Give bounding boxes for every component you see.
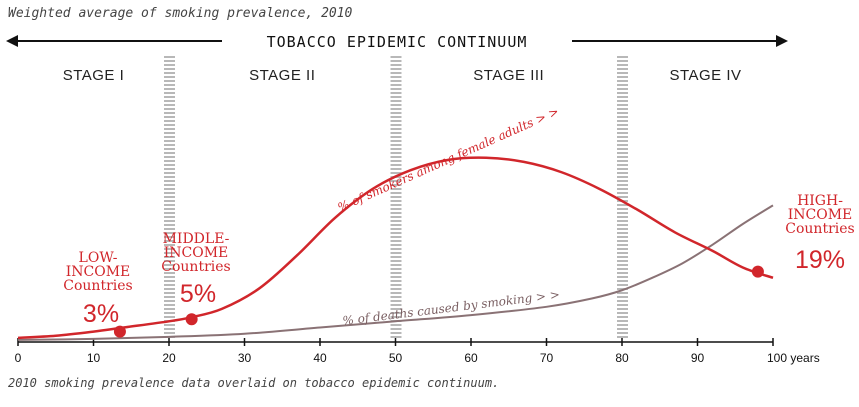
x-tick-label: 70 (540, 351, 554, 365)
stage-divider (617, 56, 628, 340)
income-group-name: INCOME (164, 245, 229, 261)
income-group-value: 19% (795, 246, 845, 274)
x-tick-label: 90 (691, 351, 705, 365)
stage-divider (390, 56, 402, 340)
income-group-name: INCOME (66, 264, 131, 280)
income-group-name: Countries (63, 278, 132, 294)
income-group-name: HIGH- (797, 193, 843, 209)
x-tick-label: 100 years (767, 351, 820, 365)
continuum-arrow: TOBACCO EPIDEMIC CONTINUUM (6, 33, 788, 51)
stage-label: STAGE II (249, 67, 315, 84)
stage-label: STAGE III (473, 67, 544, 84)
income-group-marker (113, 325, 126, 338)
x-axis: 0 10 20 30 40 50 60 70 80 90 100 years (15, 338, 820, 365)
deaths-curve (17, 204, 774, 341)
stage-label: STAGE IV (669, 67, 741, 84)
income-group-value: 3% (83, 300, 119, 328)
stage-label: STAGE I (63, 67, 125, 84)
x-tick-label: 10 (87, 351, 101, 365)
female-smokers-curve (17, 156, 774, 340)
stage-dividers (164, 56, 628, 340)
x-tick-label: 40 (313, 351, 327, 365)
income-group-name: LOW- (79, 250, 118, 266)
x-tick-label: 0 (15, 351, 22, 365)
income-group-marker (185, 313, 198, 326)
curve-labels: % of smokers among female adults > > % o… (336, 104, 561, 328)
chart-subtitle: Weighted average of smoking prevalence, … (8, 6, 353, 21)
income-groups: LOW-INCOMECountries3%MIDDLE-INCOMECountr… (63, 193, 855, 338)
stage-divider (164, 56, 175, 340)
curves (17, 156, 774, 341)
income-group-marker (751, 265, 764, 278)
stage-labels: STAGE I STAGE II STAGE III STAGE IV (63, 67, 741, 84)
income-group-name: Countries (785, 221, 854, 237)
income-group-value: 5% (180, 280, 216, 308)
chart-caption: 2010 smoking prevalence data overlaid on… (8, 376, 499, 390)
continuum-label: TOBACCO EPIDEMIC CONTINUUM (267, 33, 528, 51)
x-tick-label: 30 (238, 351, 252, 365)
deaths-curve-label: % of deaths caused by smoking > > (342, 287, 561, 328)
income-group-name: INCOME (788, 207, 853, 223)
income-group-name: Countries (161, 259, 230, 275)
x-tick-label: 80 (615, 351, 629, 365)
x-tick-label: 60 (464, 351, 478, 365)
female-curve-label: % of smokers among female adults > > (336, 104, 561, 215)
income-group-name: MIDDLE- (163, 231, 230, 247)
x-tick-label: 20 (162, 351, 176, 365)
x-tick-label: 50 (389, 351, 403, 365)
